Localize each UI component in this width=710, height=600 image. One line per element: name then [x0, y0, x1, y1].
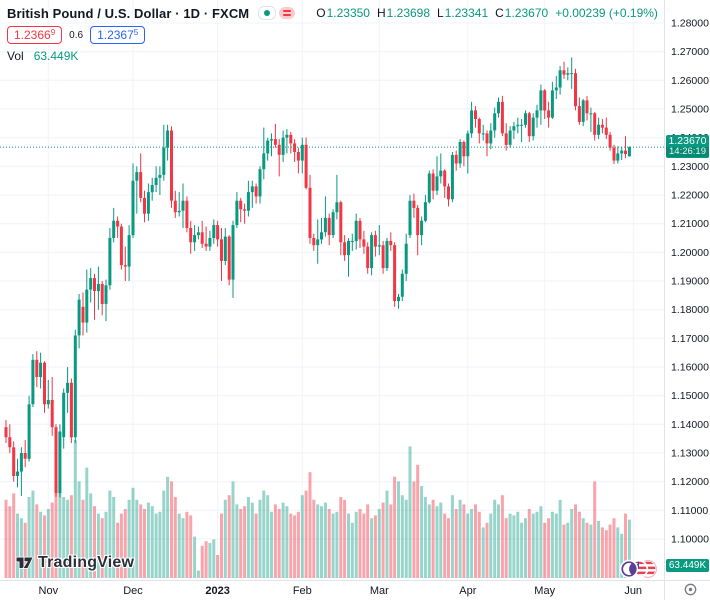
open-label: O — [316, 6, 326, 20]
tradingview-logo-icon — [15, 556, 34, 569]
svg-text:1.23000: 1.23000 — [671, 161, 709, 173]
svg-text:May: May — [534, 585, 555, 597]
bid-price-button[interactable]: 1.2366 9 — [7, 26, 63, 44]
candlesticks — [4, 57, 631, 498]
svg-text:1.28000: 1.28000 — [671, 18, 709, 30]
symbol-title[interactable]: British Pound / U.S. Dollar · 1D · FXCM — [7, 5, 250, 21]
svg-text:Mar: Mar — [370, 585, 389, 597]
fxcm-exchange-logo-icon — [619, 559, 657, 579]
volume-axis-label: 63.449K — [666, 559, 709, 572]
ask-price-button[interactable]: 1.2367 5 — [90, 26, 146, 44]
delayed-data-icon[interactable] — [279, 7, 296, 19]
chart-legend: British Pound / U.S. Dollar · 1D · FXCM … — [7, 5, 658, 63]
time-axis[interactable]: Nov Dec 2023 Feb Mar Apr May Jun — [39, 585, 643, 597]
last-price-value: 1.23670 — [668, 135, 707, 148]
tradingview-logo[interactable]: TradingView — [15, 553, 134, 572]
volume-bars — [4, 440, 631, 578]
low-value: 1.23341 — [444, 6, 489, 20]
svg-text:Jun: Jun — [624, 585, 642, 597]
svg-text:Nov: Nov — [39, 585, 59, 597]
svg-text:1.13000: 1.13000 — [671, 448, 709, 460]
svg-text:1.21000: 1.21000 — [671, 218, 709, 230]
svg-text:Apr: Apr — [459, 585, 476, 597]
axis-settings-icon[interactable] — [684, 583, 697, 596]
svg-text:1.12000: 1.12000 — [671, 476, 709, 488]
svg-text:1.18000: 1.18000 — [671, 304, 709, 316]
svg-text:2023: 2023 — [205, 585, 229, 597]
ask-price: 1.2367 — [97, 28, 134, 42]
high-label: H — [376, 6, 386, 20]
last-price-axis-label: 1.23670 14:26:19 — [666, 135, 709, 159]
svg-text:Feb: Feb — [293, 585, 312, 597]
change-value: +0.00239 (+0.19%) — [555, 6, 658, 20]
open-value: 1.23350 — [326, 6, 370, 20]
svg-text:1.17000: 1.17000 — [671, 333, 709, 345]
svg-text:Dec: Dec — [123, 585, 143, 597]
svg-text:1.22000: 1.22000 — [671, 190, 709, 202]
ask-price-pip: 5 — [133, 28, 139, 37]
bid-price: 1.2366 — [14, 28, 51, 42]
volume-indicator-value: 63.449K — [33, 49, 79, 63]
high-value: 1.23698 — [386, 6, 431, 20]
close-label: C — [495, 6, 504, 20]
svg-text:1.11000: 1.11000 — [671, 505, 708, 517]
svg-text:1.26000: 1.26000 — [671, 75, 709, 87]
ohlc-readout: O 1.23350 H 1.23698 L 1.23341 C 1.23670 +0.0… — [309, 6, 658, 20]
close-value: 1.23670 — [504, 6, 549, 20]
spread-value: 0.6 — [69, 29, 84, 41]
svg-text:1.19000: 1.19000 — [671, 276, 709, 288]
price-axis[interactable]: 1.280001.270001.260001.250001.240001.230… — [671, 18, 709, 546]
svg-text:1.15000: 1.15000 — [671, 390, 709, 402]
svg-text:1.27000: 1.27000 — [671, 46, 709, 58]
bid-price-pip: 9 — [50, 28, 56, 37]
bar-countdown: 14:26:19 — [666, 147, 709, 158]
svg-text:1.16000: 1.16000 — [671, 362, 709, 374]
low-label: L — [437, 6, 444, 20]
svg-text:1.14000: 1.14000 — [671, 419, 709, 431]
volume-indicator-label[interactable]: Vol — [7, 49, 24, 63]
tradingview-logo-text: TradingView — [38, 553, 135, 571]
svg-text:1.10000: 1.10000 — [671, 534, 709, 546]
svg-text:1.25000: 1.25000 — [671, 104, 709, 116]
svg-text:1.20000: 1.20000 — [671, 247, 709, 259]
market-status-icon[interactable] — [258, 6, 277, 20]
grid-lines — [0, 0, 664, 580]
